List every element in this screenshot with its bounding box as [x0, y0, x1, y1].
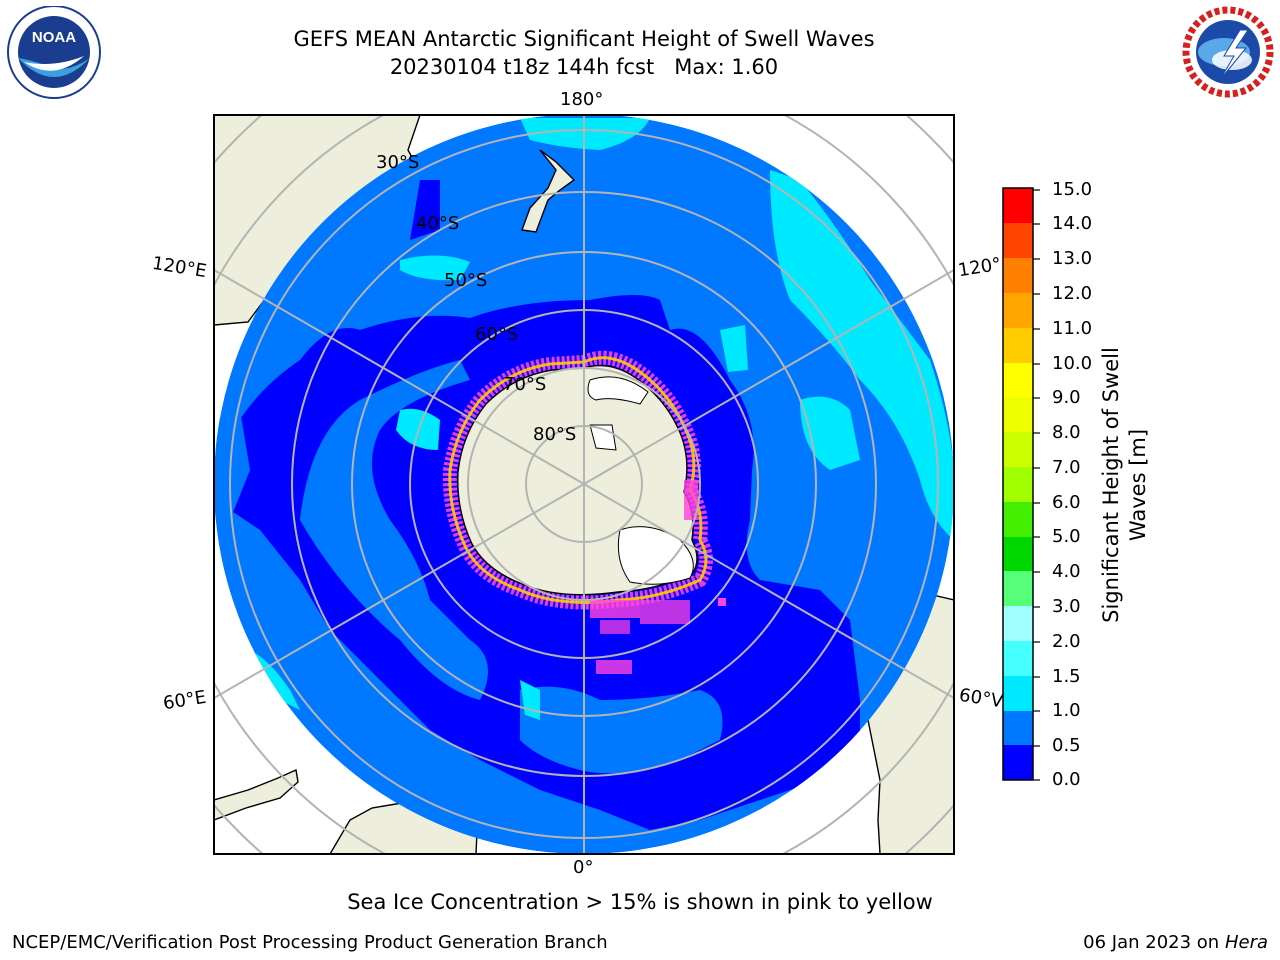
colorbar-title-line1: Significant Height of Swell	[1099, 347, 1123, 623]
lat-label-80s: 80°S	[533, 424, 577, 445]
plot-title: GEFS MEAN Antarctic Significant Height o…	[293, 27, 875, 51]
colorbar-tick: 4.0	[1052, 561, 1081, 582]
footer-date-text: 06 Jan 2023 on	[1083, 932, 1225, 953]
noaa-logo: NOAA	[7, 6, 101, 99]
colorbar-tick: 0.5	[1052, 735, 1081, 756]
plot-subtitle: 20230104 t18z 144h fcst Max: 1.60	[389, 55, 779, 79]
lat-label-40s: 40°S	[416, 213, 460, 234]
colorbar-tick: 1.5	[1052, 666, 1081, 687]
colorbar-tick: 7.0	[1052, 457, 1081, 478]
colorbar-tick: 6.0	[1052, 492, 1081, 513]
colorbar-title: Significant Height of Swell Waves [m]	[1098, 335, 1158, 635]
colorbar-tick: 9.0	[1052, 387, 1081, 408]
colorbar-tick: 8.0	[1052, 422, 1081, 443]
new-zealand-landmass	[521, 149, 576, 233]
colorbar-tick: 3.0	[1052, 596, 1081, 617]
lat-label-30s: 30°S	[376, 152, 420, 173]
footer-host: Hera	[1224, 932, 1268, 953]
colorbar-tick: 13.0	[1052, 248, 1093, 269]
graticule	[214, 115, 954, 854]
colorbar-tick: 11.0	[1052, 318, 1093, 339]
sea-ice-note: Sea Ice Concentration > 15% is shown in …	[347, 890, 933, 914]
lon-label-0: 0°	[573, 857, 594, 878]
map-frame	[213, 114, 955, 855]
colorbar-tick: 1.0	[1052, 700, 1081, 721]
colorbar-tick: 12.0	[1052, 283, 1093, 304]
lon-label-180: 180°	[560, 89, 604, 110]
colorbar-tick: 2.0	[1052, 631, 1081, 652]
colorbar-tick: 15.0	[1052, 179, 1093, 200]
colorbar-tick: 10.0	[1052, 353, 1093, 374]
colorbar-tick: 5.0	[1052, 526, 1081, 547]
colorbar-tick: 0.0	[1052, 769, 1081, 790]
colorbar	[1002, 187, 1040, 781]
lat-label-50s: 50°S	[444, 270, 488, 291]
lat-label-60s: 60°S	[475, 324, 519, 345]
footer-credit: NCEP/EMC/Verification Post Processing Pr…	[12, 932, 608, 953]
colorbar-tick: 14.0	[1052, 213, 1093, 234]
lat-label-70s: 70°S	[503, 374, 547, 395]
noaa-logo-text: NOAA	[32, 29, 76, 46]
colorbar-title-line2: Waves [m]	[1126, 428, 1150, 542]
nws-logo	[1182, 6, 1274, 98]
footer-date: 06 Jan 2023 on Hera	[1083, 932, 1268, 953]
